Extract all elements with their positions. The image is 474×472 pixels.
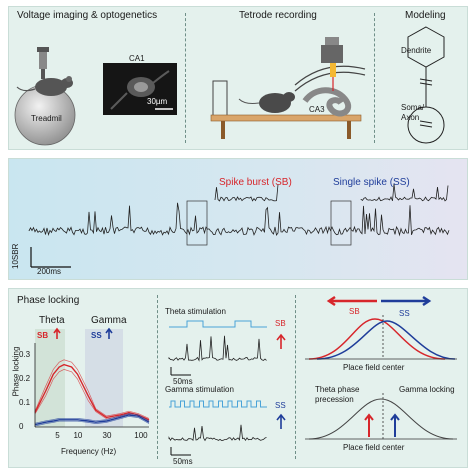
dendrite-label: Dendrite <box>401 46 432 55</box>
chart-ss-label: SS <box>91 331 102 340</box>
series-line-sb <box>34 363 150 421</box>
section3-title: Modeling <box>405 10 446 21</box>
sb-up-arrow <box>53 327 61 339</box>
time-scale-label: 200ms <box>37 267 62 276</box>
spike-burst-label: Spike burst (SB) <box>219 177 292 188</box>
section2-title: Tetrode recording <box>239 10 317 21</box>
series-line-ss <box>34 416 150 427</box>
results-title: Phase locking <box>17 295 80 306</box>
gamma-stim-label: Gamma stimulation <box>165 385 234 394</box>
gamma-locking-label: Gamma locking <box>399 385 455 394</box>
stim-scale-2: 50ms <box>173 457 193 466</box>
gamma-label: Gamma <box>91 315 127 326</box>
divider <box>157 295 158 459</box>
scalebar-label: 30µm <box>147 97 168 106</box>
theta-label: Theta <box>39 315 65 326</box>
place-ss-label: SS <box>399 309 410 318</box>
ca1-image <box>103 63 177 115</box>
trace-panel: Spike burst (SB) Single spike (SS) 10SBR… <box>8 158 468 280</box>
y-scale-label: 10SBR <box>11 243 20 269</box>
stimulation-traces <box>168 320 286 456</box>
gamma-band <box>85 329 123 427</box>
soma-label: Soma/ <box>401 103 425 112</box>
theta-precession-label-2: precession <box>315 395 354 404</box>
series-line-sb <box>34 359 150 419</box>
place-field-diagrams <box>305 295 457 440</box>
x-tick-label: 10 <box>73 431 83 440</box>
neuron-model <box>407 26 445 144</box>
methods-panel: Voltage imaging & optogenetics Tetrode r… <box>8 6 468 150</box>
theta-stim-pulse <box>169 320 267 328</box>
ca1-label: CA1 <box>129 54 145 63</box>
treadmill-label: Treadmil <box>31 114 62 123</box>
gamma-stim-pulse <box>169 400 267 408</box>
single-spike-label: Single spike (SS) <box>333 177 410 188</box>
series-line-sb <box>34 369 150 422</box>
x-tick-label: 100 <box>134 431 148 440</box>
place-field-label-1: Place field center <box>343 363 405 372</box>
stim-ss-label: SS <box>275 401 286 410</box>
stim-sb-label: SB <box>275 319 286 328</box>
stim-scale-1: 50ms <box>173 377 193 386</box>
results-panel: Phase locking Theta Gamma SB SS Phase lo… <box>8 288 468 468</box>
divider <box>374 13 375 143</box>
ca3-label: CA3 <box>309 105 325 114</box>
y-tick-label: 0 <box>19 422 24 431</box>
ss-field-curve <box>316 320 456 360</box>
divider <box>295 295 296 459</box>
y-tick-label: 0.3 <box>19 350 31 359</box>
x-tick-label: 30 <box>102 431 112 440</box>
chart-xlabel: Frequency (Hz) <box>61 447 117 456</box>
sb-field-curve <box>308 318 446 360</box>
y-tick-label: 0.2 <box>19 374 31 383</box>
ca1-neuron <box>110 70 173 110</box>
voltage-trace <box>28 183 450 268</box>
x-tick-label: 5 <box>55 431 60 440</box>
theta-precession-label-1: Theta phase <box>315 385 360 394</box>
theta-stim-label: Theta stimulation <box>165 307 226 316</box>
axon-label: Axon <box>401 113 420 122</box>
place-field-curve <box>308 398 454 440</box>
place-field-label-2: Place field center <box>343 443 405 452</box>
series-line-ss <box>34 413 150 424</box>
y-tick-label: 0.1 <box>19 398 31 407</box>
series-line-ss <box>34 414 150 426</box>
treadmill-illustration <box>14 47 76 146</box>
place-sb-label: SB <box>349 307 360 316</box>
chart-sb-label: SB <box>37 331 49 340</box>
tetrode-illustration <box>210 37 366 139</box>
phase-locking-chart <box>34 327 150 428</box>
ss-up-arrow <box>105 327 113 339</box>
theta-band <box>35 329 65 427</box>
section1-title: Voltage imaging & optogenetics <box>17 10 158 21</box>
divider <box>185 13 186 143</box>
